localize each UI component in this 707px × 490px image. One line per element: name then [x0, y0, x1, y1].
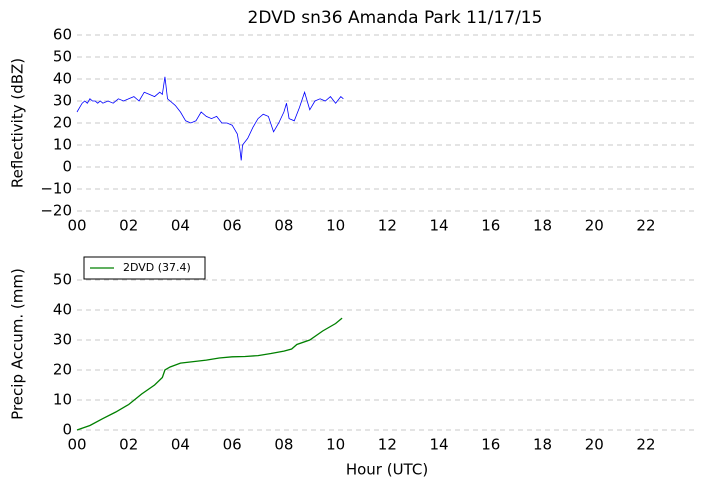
y-tick-label: 40: [53, 301, 72, 319]
data-line: [76, 76, 344, 161]
x-tick-label: 02: [119, 436, 138, 454]
x-tick-label: 00: [67, 436, 86, 454]
x-tick-label: 00: [67, 217, 86, 235]
x-tick-label: 18: [533, 436, 552, 454]
x-tick-label: 08: [274, 436, 293, 454]
y-tick-label: 20: [53, 114, 72, 132]
x-axis-label: Hour (UTC): [346, 461, 428, 479]
x-tick-label: 22: [636, 436, 655, 454]
y-tick-label: 10: [53, 391, 72, 409]
x-tick-label: 16: [481, 436, 500, 454]
data-line: [76, 317, 343, 431]
y-tick-label: −20: [40, 202, 72, 220]
x-tick-label: 20: [585, 217, 604, 235]
y-axis-label: Precip Accum. (mm): [9, 268, 27, 420]
x-tick-label: 14: [430, 436, 449, 454]
y-tick-label: 50: [53, 271, 72, 289]
x-tick-label: 12: [378, 436, 397, 454]
x-tick-label: 10: [326, 436, 345, 454]
legend-label: 2DVD (37.4): [123, 261, 191, 274]
y-tick-label: 40: [53, 70, 72, 88]
y-axis-label: Reflectivity (dBZ): [9, 58, 27, 188]
x-tick-label: 04: [171, 436, 190, 454]
x-tick-label: 08: [274, 217, 293, 235]
x-tick-label: 06: [223, 217, 242, 235]
x-tick-label: 02: [119, 217, 138, 235]
y-tick-label: 60: [53, 26, 72, 44]
y-tick-label: 0: [62, 158, 72, 176]
y-tick-label: 30: [53, 92, 72, 110]
chart-title: 2DVD sn36 Amanda Park 11/17/15: [248, 8, 543, 28]
x-tick-label: 04: [171, 217, 190, 235]
y-tick-label: 50: [53, 48, 72, 66]
x-tick-label: 16: [481, 217, 500, 235]
y-tick-label: 20: [53, 361, 72, 379]
legend: 2DVD (37.4): [83, 256, 206, 280]
x-tick-label: 12: [378, 217, 397, 235]
y-tick-label: 30: [53, 331, 72, 349]
x-tick-label: 22: [636, 217, 655, 235]
legend-box: [83, 256, 206, 280]
x-tick-label: 18: [533, 217, 552, 235]
x-tick-label: 20: [585, 436, 604, 454]
y-tick-label: −10: [40, 180, 72, 198]
x-tick-label: 14: [430, 217, 449, 235]
y-tick-label: 10: [53, 136, 72, 154]
y-tick-label: 0: [62, 421, 72, 439]
x-tick-label: 06: [223, 436, 242, 454]
x-tick-label: 10: [326, 217, 345, 235]
